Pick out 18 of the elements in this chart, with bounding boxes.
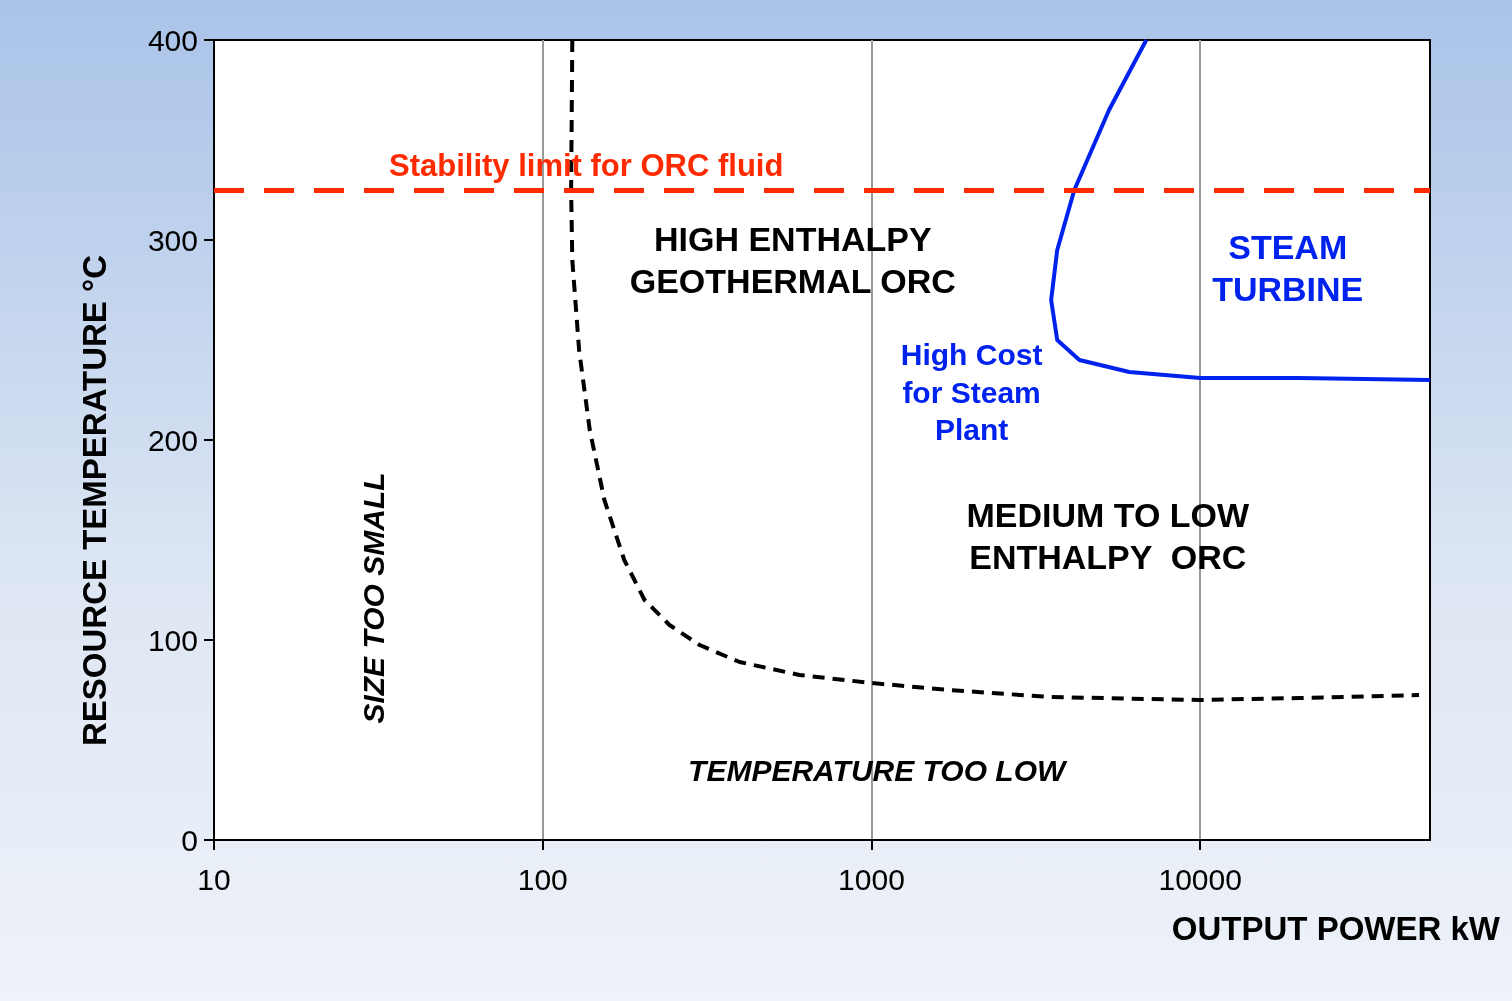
y-tick-label: 100	[147, 623, 198, 657]
annotation: MEDIUM TO LOW ENTHALPY ORC	[966, 495, 1250, 577]
x-tick-label: 100	[517, 862, 568, 896]
y-tick-label: 200	[147, 423, 198, 457]
ref-line-label: Stability limit for ORC fluid	[389, 148, 784, 183]
annotation: SIZE TOO SMALL	[356, 472, 390, 724]
x-tick-label: 10000	[1158, 862, 1242, 896]
x-tick-label: 10	[197, 862, 231, 896]
x-tick-label: 1000	[838, 862, 905, 896]
y-tick-label: 400	[147, 23, 198, 57]
y-axis-title: RESOURCE TEMPERATURE °C	[76, 254, 113, 747]
y-tick-label: 300	[147, 223, 198, 257]
annotation: HIGH ENTHALPY GEOTHERMAL ORC	[629, 219, 956, 301]
x-axis-title: OUTPUT POWER kW	[1171, 910, 1501, 947]
annotation: TEMPERATURE TOO LOW	[688, 753, 1069, 787]
annotation: STEAM TURBINE	[1212, 227, 1364, 309]
y-tick-label: 0	[181, 823, 198, 857]
annotation: High Cost for Steam Plant	[900, 338, 1043, 446]
